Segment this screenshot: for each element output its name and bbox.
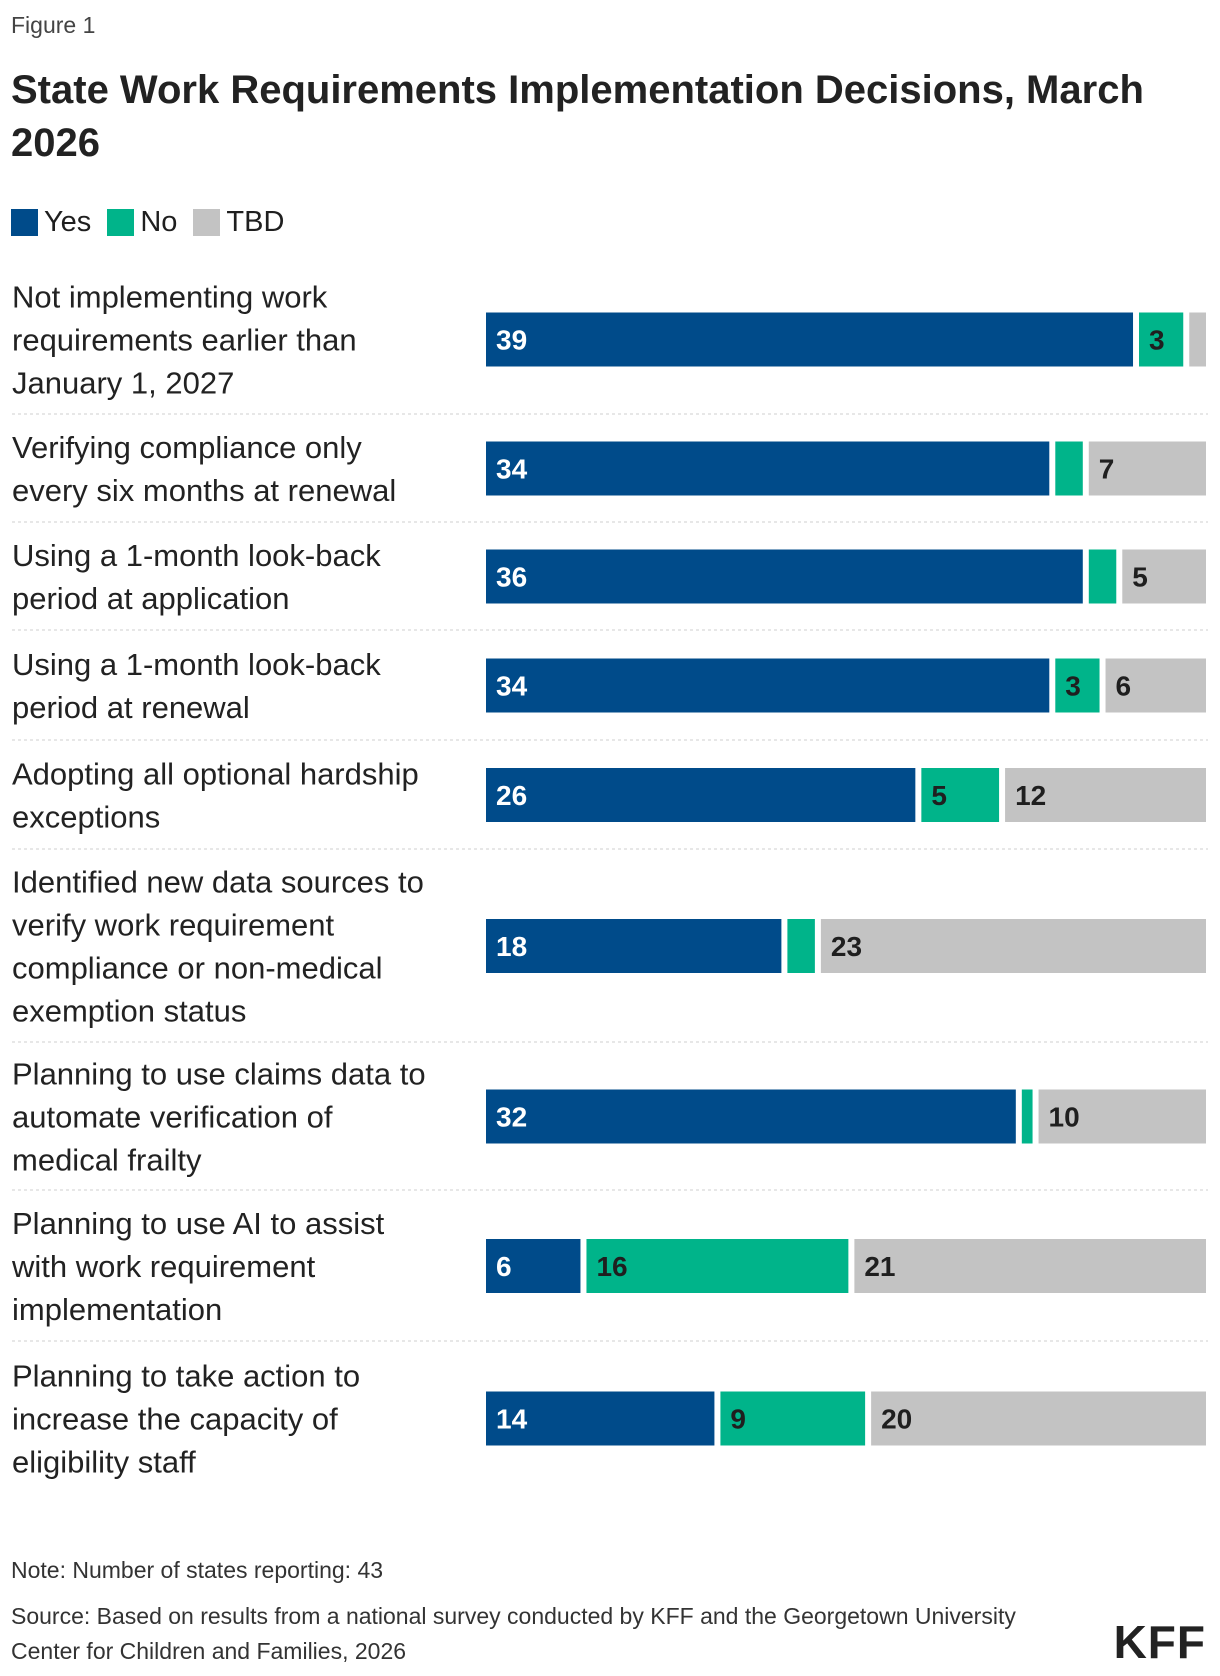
data-label-yes: 34	[496, 671, 528, 702]
bar-yes	[486, 919, 782, 973]
legend-label-no: No	[140, 205, 178, 238]
legend-item-tbd: TBD	[193, 206, 284, 239]
data-label-yes: 14	[496, 1404, 528, 1435]
data-label-yes: 6	[496, 1251, 512, 1282]
data-label-tbd: 21	[864, 1251, 895, 1282]
category-label: Planning to take action to increase the c…	[12, 1358, 360, 1479]
data-label-yes: 34	[496, 454, 528, 485]
bar-yes	[486, 441, 1050, 496]
bar-yes	[486, 1391, 715, 1446]
bar-yes	[486, 549, 1083, 604]
bar-yes	[486, 768, 916, 822]
data-label-tbd: 6	[1116, 671, 1132, 702]
bar-yes	[486, 658, 1050, 713]
category-label: Using a 1-month look-back period at renew…	[12, 647, 381, 725]
data-label-tbd: 10	[1049, 1102, 1080, 1133]
bar-tbd	[1105, 658, 1206, 713]
bar-no	[1139, 312, 1184, 367]
data-label-yes: 39	[496, 325, 527, 356]
data-label-no: 9	[730, 1404, 746, 1435]
data-label-tbd: 23	[831, 931, 862, 962]
category-label: Identified new data sources to verify wor…	[12, 864, 424, 1028]
category-label: Adopting all optional hardship exceptions	[12, 756, 419, 834]
chart-source: Source: Based on results from a national…	[11, 1603, 1016, 1664]
chart-legend: Yes No TBD	[11, 205, 300, 239]
figure-label: Figure 1	[11, 12, 96, 38]
bar-no	[1021, 1089, 1033, 1144]
data-label-tbd: 5	[1132, 562, 1148, 593]
bar-yes	[486, 1089, 1016, 1144]
data-label-no: 3	[1065, 671, 1081, 702]
bar-tbd	[820, 919, 1206, 973]
category-label: Verifying compliance only every six month…	[12, 430, 396, 508]
bar-tbd	[1122, 549, 1206, 604]
bar-tbd	[854, 1239, 1206, 1293]
bar-tbd	[1038, 1089, 1206, 1144]
data-label-yes: 26	[496, 780, 527, 811]
bar-no	[921, 768, 1000, 822]
chart-title: State Work Requirements Implementation D…	[11, 68, 1144, 165]
bar-no	[586, 1239, 849, 1293]
legend-swatch-no	[107, 208, 135, 236]
legend-item-no: No	[107, 206, 177, 239]
kff-logo: KFF	[1113, 1616, 1206, 1668]
data-label-yes: 18	[496, 931, 527, 962]
bar-no	[787, 919, 815, 973]
bar-no	[1088, 549, 1117, 604]
legend-label-yes: Yes	[44, 205, 92, 238]
category-label: Not implementing work requirements earlie…	[12, 279, 357, 400]
data-label-yes: 36	[496, 562, 527, 593]
bar-no	[1055, 441, 1083, 496]
category-label: Planning to use claims data to automate v…	[12, 1056, 426, 1177]
bar-yes	[486, 312, 1134, 367]
bar-yes	[486, 1239, 581, 1293]
data-label-no: 16	[596, 1251, 627, 1282]
bar-no	[720, 1391, 866, 1446]
bar-tbd	[1189, 312, 1206, 367]
data-label-no: 5	[931, 780, 947, 811]
data-label-tbd: 20	[881, 1404, 912, 1435]
data-label-tbd: 7	[1099, 454, 1115, 485]
data-label-tbd: 12	[1015, 780, 1046, 811]
category-label: Planning to use AI to assist with work re…	[11, 1206, 385, 1327]
legend-item-yes: Yes	[11, 206, 91, 239]
data-label-no: 3	[1149, 325, 1165, 356]
legend-swatch-yes	[11, 208, 38, 236]
chart-note: Note: Number of states reporting: 43	[11, 1557, 384, 1583]
bar-tbd	[871, 1391, 1206, 1446]
legend-label-tbd: TBD	[226, 205, 285, 238]
bar-no	[1055, 658, 1100, 713]
data-label-yes: 32	[496, 1102, 527, 1133]
category-label: Using a 1-month look-back period at appli…	[12, 538, 381, 616]
legend-swatch-tbd	[193, 208, 221, 236]
bar-tbd	[1088, 441, 1206, 496]
bar-tbd	[1005, 768, 1206, 822]
